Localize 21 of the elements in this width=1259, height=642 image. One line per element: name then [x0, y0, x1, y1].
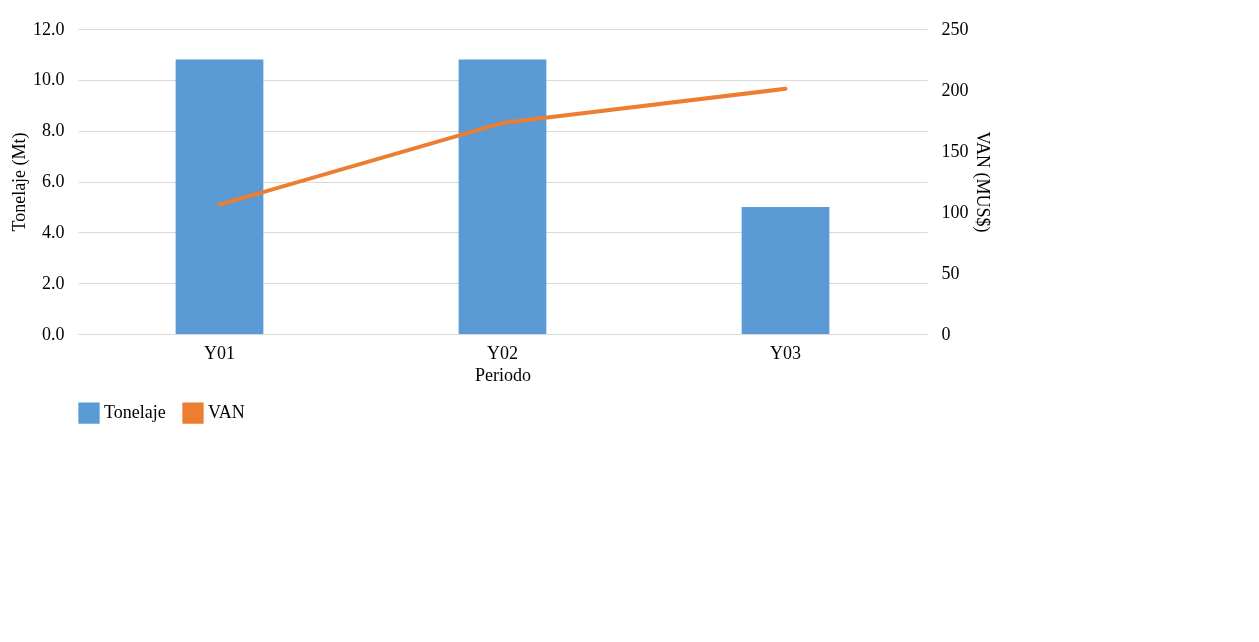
y2-tick-label: 150 [941, 140, 969, 161]
y2-tick-label: 250 [941, 18, 969, 39]
y2-tick-label: 0 [941, 323, 951, 344]
x-axis-title: Periodo [475, 364, 531, 385]
x-tick-label: Y01 [204, 342, 235, 363]
y-tick-label: 10.0 [33, 69, 65, 90]
legend-label: Tonelaje [104, 402, 166, 423]
y-tick-label: 2.0 [42, 272, 65, 293]
x-tick-label: Y03 [770, 342, 801, 363]
y-tick-label: 12.0 [33, 18, 65, 39]
y-tick-label: 4.0 [42, 221, 65, 242]
y-axis-title: Tonelaje (Mt) [9, 132, 30, 232]
y2-tick-label: 100 [941, 201, 969, 222]
y-tick-label: 8.0 [42, 120, 65, 141]
y-tick-label: 6.0 [42, 171, 65, 191]
legend-label: VAN [208, 402, 245, 423]
y-tick-label: 0.0 [42, 323, 65, 344]
x-tick-label: Y02 [487, 342, 518, 363]
y2-axis-title: VAN (MUS$) [971, 131, 993, 233]
y2-tick-label: 50 [941, 262, 960, 283]
y2-tick-label: 200 [941, 79, 969, 100]
